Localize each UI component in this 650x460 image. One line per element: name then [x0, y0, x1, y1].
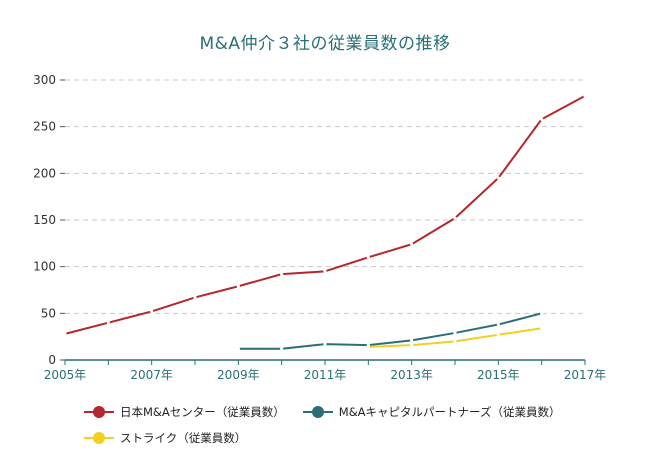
y-axis: 0 50 100 150 200 250 300 [33, 73, 65, 367]
data-point-0 [496, 176, 500, 180]
data-point-2 [540, 326, 544, 330]
legend-label-macp: M&Aキャピタルパートナーズ（従業員数） [338, 405, 561, 419]
y-tick-label: 0 [48, 353, 56, 367]
data-point-1 [323, 342, 327, 346]
data-point-1 [453, 331, 457, 335]
legend-marker-macp [302, 405, 333, 419]
y-tick-label: 100 [33, 260, 56, 274]
data-point-2 [453, 339, 457, 343]
legend-item-nihon[interactable]: 日本M&Aセンター（従業員数） [84, 404, 285, 420]
legend-marker-nihon [84, 405, 114, 419]
x-tick-label: 2011年 [304, 368, 347, 382]
series-line-0 [64, 94, 586, 335]
y-tick-label: 150 [33, 213, 56, 227]
x-tick-label: 2015年 [477, 368, 520, 382]
x-tick-label: 2017年 [564, 368, 607, 382]
grid-lines [65, 79, 585, 314]
y-tick-label: 300 [33, 73, 56, 87]
x-tick-label: 2007年 [130, 368, 173, 382]
legend-marker-strike [84, 431, 114, 445]
data-point-1 [410, 338, 414, 342]
data-point-0 [366, 255, 370, 259]
data-point-0 [150, 309, 154, 314]
x-axis: 2005年 2007年 2009年 2011年 2013年 2015年 2017年 [44, 359, 607, 382]
data-point-0 [410, 242, 414, 246]
chart-title: M&A仲介３社の従業員数の推移 [199, 34, 451, 54]
data-point-0 [323, 269, 327, 273]
data-point-2 [496, 333, 500, 337]
data-point-0 [280, 272, 284, 276]
x-tick-label: 2005年 [44, 368, 87, 382]
legend-label-strike: ストライク（従業員数） [120, 431, 247, 445]
data-point-0 [193, 295, 197, 300]
data-point-1 [496, 322, 500, 327]
data-point-0 [453, 216, 457, 220]
data-point-0 [63, 332, 67, 336]
y-tick-label: 250 [33, 120, 56, 134]
series-line-2 [368, 327, 542, 348]
data-point-1 [280, 347, 284, 351]
data-point-0 [540, 117, 544, 121]
data-point-0 [236, 284, 240, 288]
data-point-2 [366, 345, 370, 349]
y-tick-label: 200 [33, 166, 56, 180]
data-point-1 [540, 311, 544, 315]
legend-label-nihon: 日本M&Aセンター（従業員数） [120, 405, 285, 419]
y-tick-label: 50 [41, 306, 56, 320]
legend-item-strike[interactable]: ストライク（従業員数） [84, 430, 246, 446]
legend-item-macp[interactable]: M&Aキャピタルパートナーズ（従業員数） [302, 404, 561, 420]
data-point-0 [583, 94, 587, 98]
x-tick-label: 2013年 [390, 368, 433, 382]
series-lines [63, 94, 587, 351]
data-point-1 [236, 347, 240, 351]
legend: 日本M&Aセンター（従業員数） M&Aキャピタルパートナーズ（従業員数） ストラ… [84, 404, 624, 446]
x-tick-label: 2009年 [217, 368, 260, 382]
data-point-2 [410, 343, 414, 347]
series-line-1 [238, 312, 542, 350]
data-point-0 [106, 321, 110, 325]
